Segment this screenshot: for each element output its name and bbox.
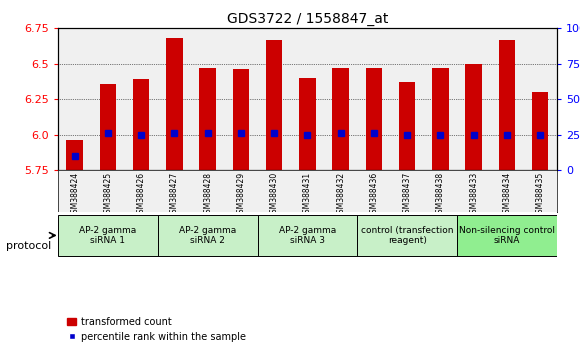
Bar: [233, 69, 249, 170]
Text: GSM388427: GSM388427: [170, 172, 179, 218]
Text: GSM388428: GSM388428: [203, 172, 212, 218]
Bar: [332, 68, 349, 170]
Text: Non-silencing control
siRNA: Non-silencing control siRNA: [459, 226, 555, 245]
Bar: [266, 40, 282, 170]
Text: GSM388434: GSM388434: [502, 172, 512, 218]
Text: GSM388424: GSM388424: [70, 172, 79, 218]
Text: protocol: protocol: [6, 241, 51, 251]
Bar: [432, 68, 449, 170]
Text: GSM388429: GSM388429: [237, 172, 245, 218]
Bar: [299, 78, 316, 170]
Bar: [532, 92, 549, 170]
Text: GSM388437: GSM388437: [403, 172, 412, 218]
Text: AP-2 gamma
siRNA 2: AP-2 gamma siRNA 2: [179, 226, 236, 245]
Text: GSM388438: GSM388438: [436, 172, 445, 218]
FancyBboxPatch shape: [158, 215, 258, 256]
Bar: [200, 68, 216, 170]
Text: AP-2 gamma
siRNA 3: AP-2 gamma siRNA 3: [279, 226, 336, 245]
Bar: [166, 38, 183, 170]
Text: GSM388435: GSM388435: [536, 172, 545, 218]
Bar: [100, 84, 116, 170]
Title: GDS3722 / 1558847_at: GDS3722 / 1558847_at: [227, 12, 388, 26]
Bar: [66, 140, 83, 170]
Legend: transformed count, percentile rank within the sample: transformed count, percentile rank withi…: [63, 313, 250, 346]
Text: GSM388425: GSM388425: [103, 172, 113, 218]
FancyBboxPatch shape: [258, 215, 357, 256]
Text: GSM388431: GSM388431: [303, 172, 312, 218]
Bar: [465, 64, 482, 170]
Text: GSM388436: GSM388436: [369, 172, 378, 218]
Text: GSM388426: GSM388426: [137, 172, 146, 218]
FancyBboxPatch shape: [58, 215, 158, 256]
Text: GSM388430: GSM388430: [270, 172, 278, 218]
Text: AP-2 gamma
siRNA 1: AP-2 gamma siRNA 1: [79, 226, 136, 245]
Text: GSM388433: GSM388433: [469, 172, 478, 218]
FancyBboxPatch shape: [357, 215, 457, 256]
Bar: [133, 79, 150, 170]
FancyBboxPatch shape: [457, 215, 557, 256]
Bar: [499, 40, 515, 170]
Bar: [365, 68, 382, 170]
Text: control (transfection
reagent): control (transfection reagent): [361, 226, 454, 245]
Bar: [399, 82, 415, 170]
Text: GSM388432: GSM388432: [336, 172, 345, 218]
